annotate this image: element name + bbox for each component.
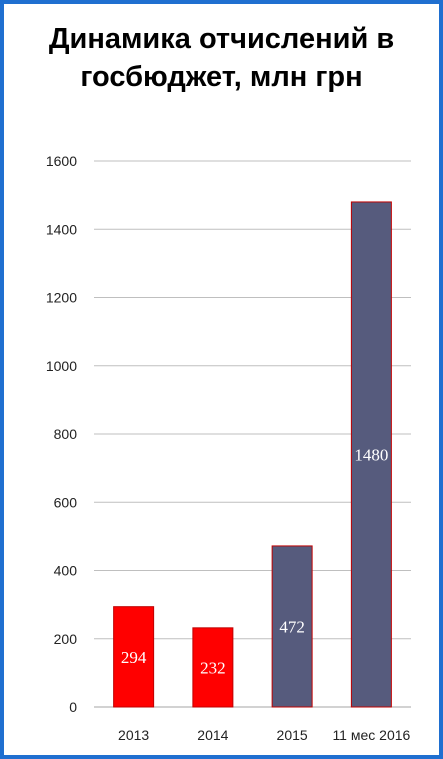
x-axis-categories: 2013 2014 2015 11 мес 2016 bbox=[118, 727, 410, 743]
bar bbox=[192, 627, 234, 708]
y-tick-label: 400 bbox=[54, 563, 78, 579]
bar bbox=[113, 606, 155, 708]
y-tick-label: 0 bbox=[69, 699, 77, 715]
y-tick-label: 1200 bbox=[46, 290, 77, 306]
y-axis-ticks: 0 200 400 600 800 1000 1200 1400 1600 bbox=[46, 153, 77, 715]
bar bbox=[350, 201, 392, 708]
x-category-label: 2015 bbox=[277, 727, 308, 743]
data-labels: 294 232 472 1480 bbox=[121, 445, 389, 677]
y-tick-label: 1600 bbox=[46, 153, 77, 169]
x-category-label: 11 мес 2016 bbox=[332, 727, 410, 743]
x-category-label: 2013 bbox=[118, 727, 149, 743]
data-label: 1480 bbox=[354, 445, 388, 464]
bar bbox=[271, 545, 313, 708]
data-label: 232 bbox=[200, 658, 226, 677]
y-tick-label: 1400 bbox=[46, 221, 77, 237]
y-tick-label: 800 bbox=[54, 426, 78, 442]
chart-title: Динамика отчислений в госбюджет, млн грн bbox=[48, 23, 395, 93]
data-label: 294 bbox=[121, 648, 147, 667]
y-tick-label: 1000 bbox=[46, 358, 77, 374]
y-tick-label: 200 bbox=[54, 631, 78, 647]
x-category-label: 2014 bbox=[197, 727, 228, 743]
data-label: 472 bbox=[279, 617, 305, 636]
bars bbox=[113, 201, 392, 708]
y-tick-label: 600 bbox=[54, 494, 78, 510]
